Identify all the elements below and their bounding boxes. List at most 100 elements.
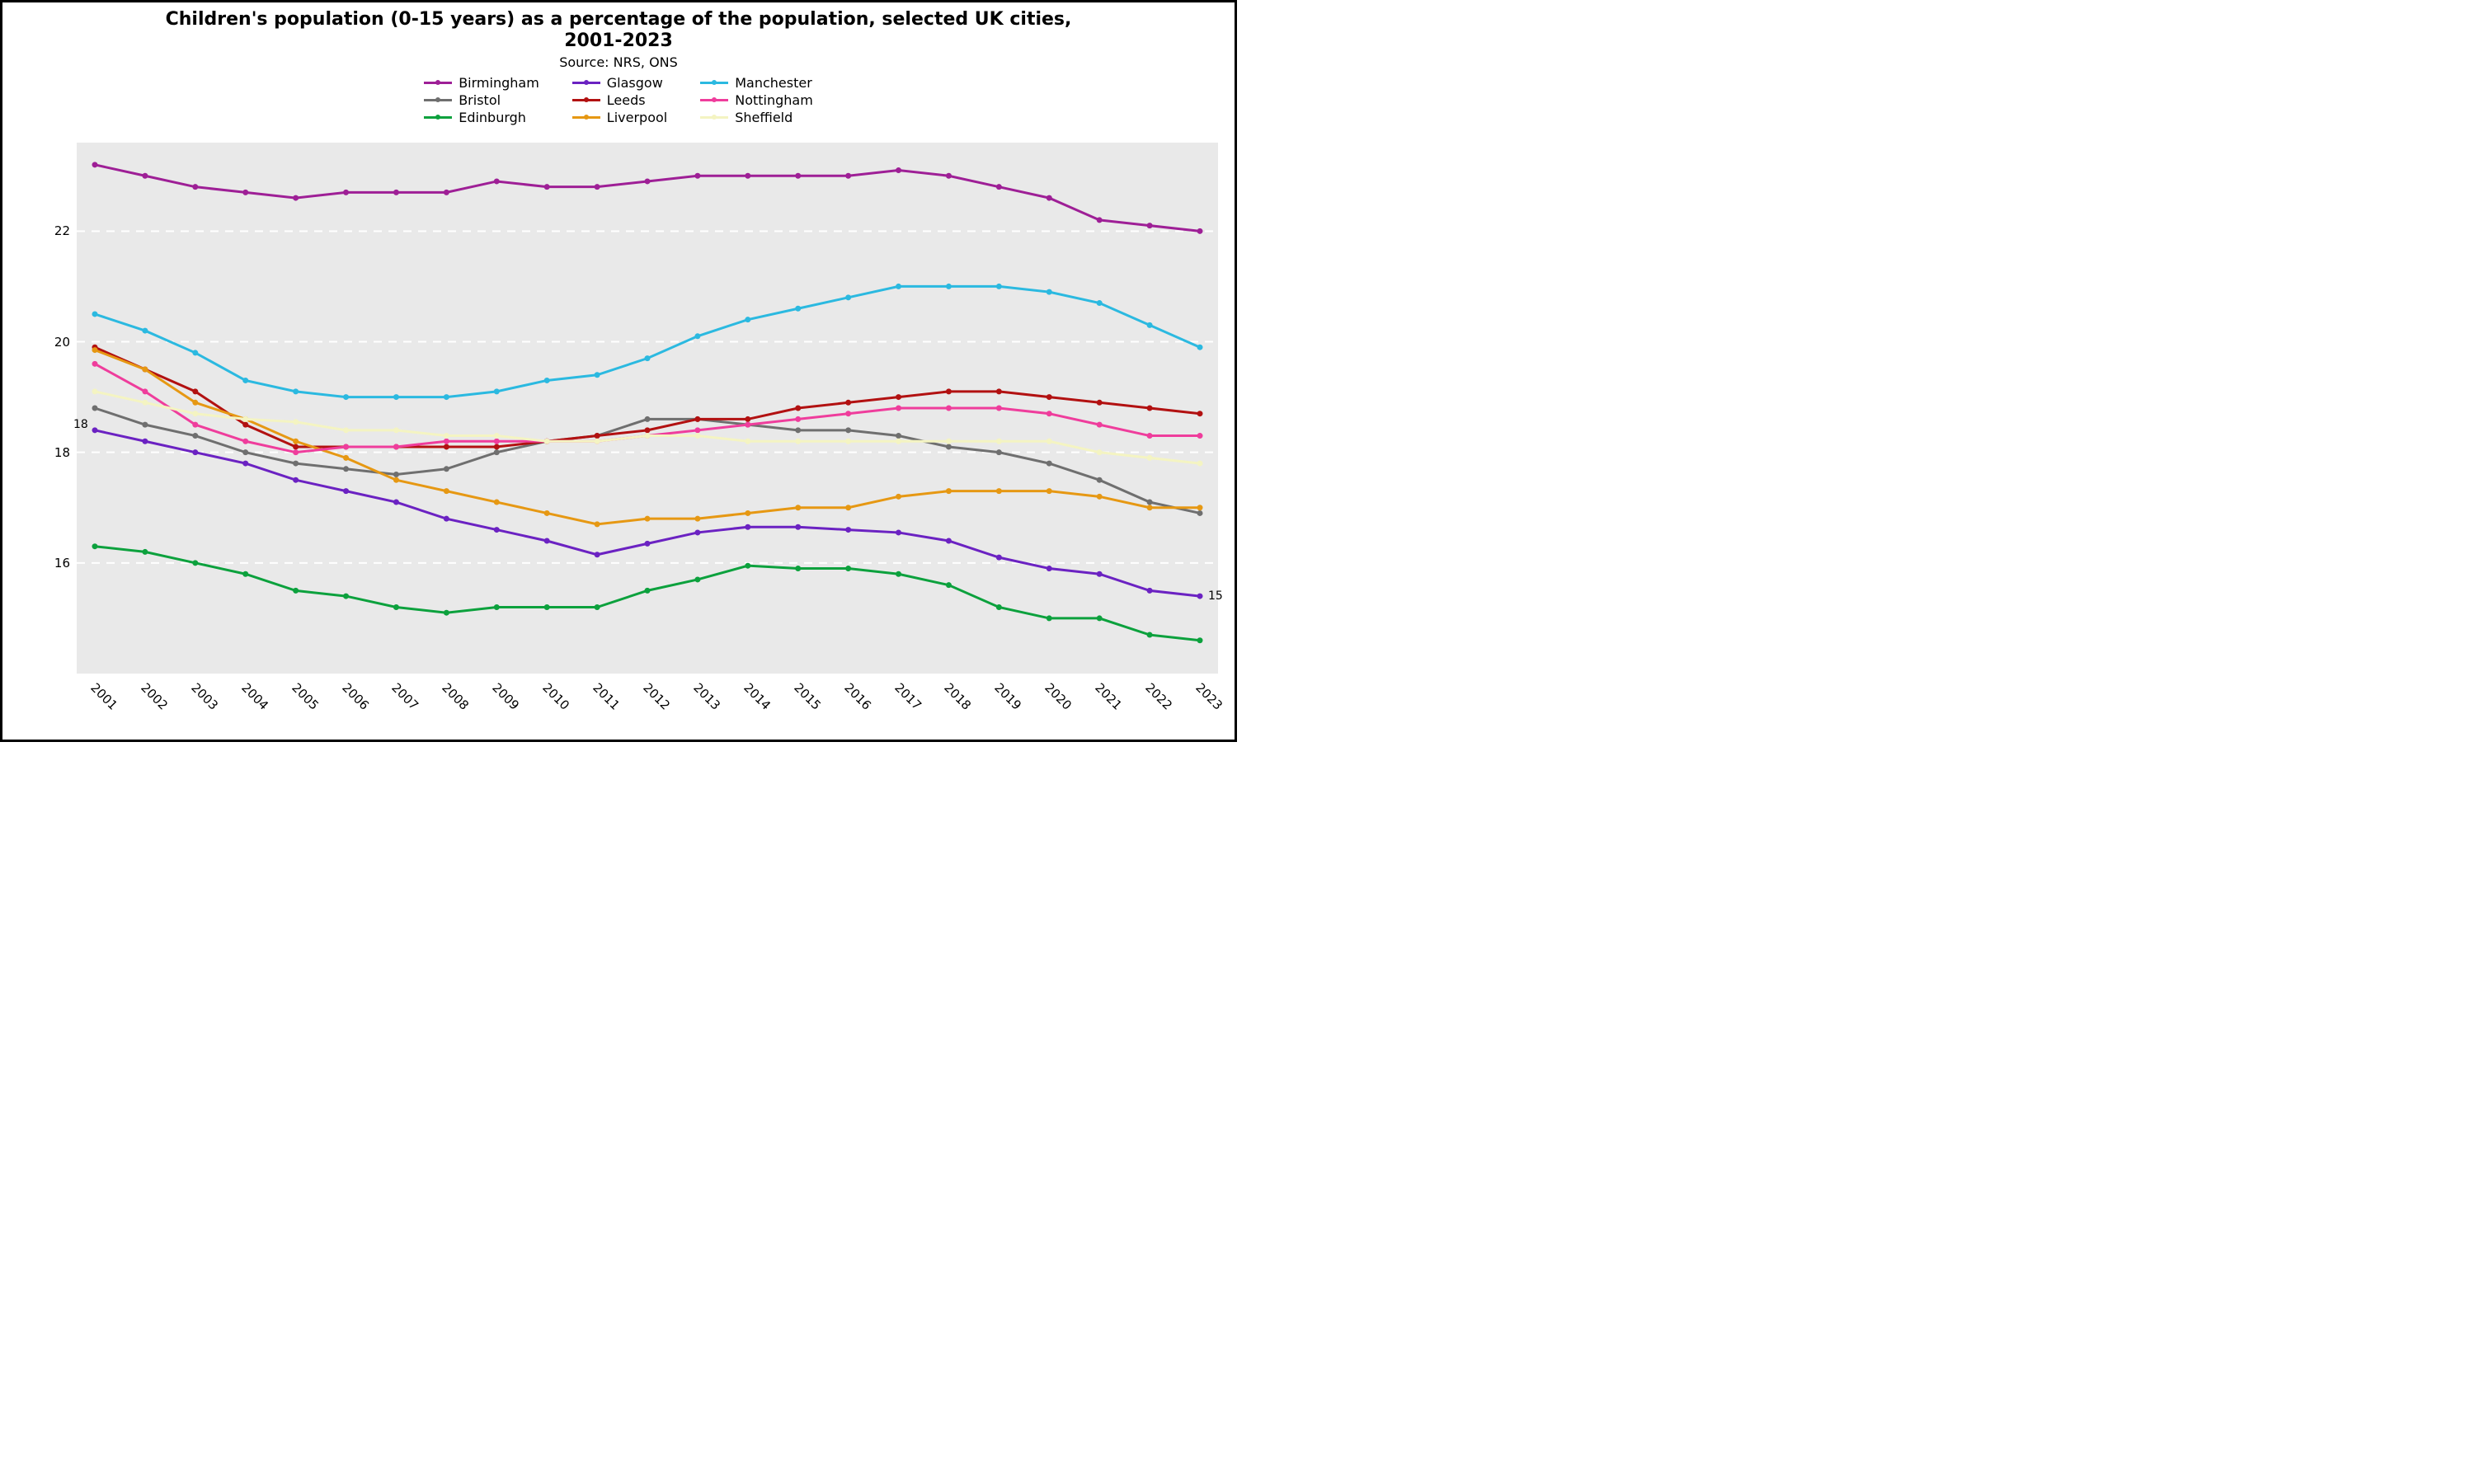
y-tick-label: 18 (54, 445, 77, 460)
legend-label: Nottingham (735, 92, 813, 108)
marker (795, 406, 801, 411)
legend-swatch (424, 116, 452, 119)
marker (92, 311, 98, 317)
marker (192, 388, 198, 394)
marker (92, 388, 98, 394)
marker (1047, 566, 1052, 571)
marker (1047, 195, 1052, 201)
marker (293, 461, 299, 467)
legend-swatch (424, 82, 452, 84)
marker (845, 427, 851, 433)
marker (645, 427, 651, 433)
marker (694, 416, 700, 422)
marker (745, 422, 750, 428)
marker (694, 516, 700, 522)
legend-label: Birmingham (459, 75, 539, 91)
marker (1147, 406, 1153, 411)
marker (946, 406, 952, 411)
marker (1047, 615, 1052, 621)
marker (293, 195, 299, 201)
marker (142, 439, 148, 444)
marker (896, 529, 901, 535)
marker (242, 439, 248, 444)
x-tick-label: 2017 (891, 680, 924, 713)
x-tick-label: 2021 (1092, 680, 1125, 713)
marker (595, 604, 600, 610)
marker (92, 361, 98, 367)
chart-title: Children's population (0-15 years) as a … (2, 9, 1235, 53)
marker (1097, 571, 1103, 577)
marker (1047, 289, 1052, 295)
legend-label: Leeds (607, 92, 646, 108)
marker (242, 422, 248, 428)
marker (494, 604, 500, 610)
marker (192, 560, 198, 566)
marker (795, 416, 801, 422)
marker (293, 419, 299, 425)
marker (1097, 217, 1103, 223)
marker (142, 549, 148, 555)
marker (242, 571, 248, 577)
x-tick-label: 2014 (741, 680, 774, 713)
x-tick-label: 2023 (1192, 680, 1225, 713)
marker (996, 284, 1002, 289)
marker (1147, 588, 1153, 594)
marker (444, 190, 449, 195)
marker (595, 521, 600, 527)
plot-svg (77, 143, 1218, 674)
marker (745, 510, 750, 516)
marker (946, 488, 952, 494)
marker (192, 411, 198, 416)
marker (544, 510, 550, 516)
marker (393, 190, 399, 195)
marker (1097, 494, 1103, 500)
marker (946, 388, 952, 394)
x-tick-label: 2008 (440, 680, 473, 713)
marker (694, 427, 700, 433)
marker (1197, 637, 1203, 643)
legend-swatch (572, 116, 600, 119)
marker (444, 488, 449, 494)
legend-swatch (424, 99, 452, 101)
marker (92, 427, 98, 433)
marker (896, 439, 901, 444)
marker (745, 524, 750, 530)
marker (745, 416, 750, 422)
marker (192, 449, 198, 455)
legend-item: Liverpool (572, 110, 667, 125)
x-tick-label: 2010 (539, 680, 572, 713)
marker (293, 388, 299, 394)
legend-item: Edinburgh (424, 110, 539, 125)
marker (1197, 228, 1203, 234)
marker (896, 406, 901, 411)
marker (242, 378, 248, 383)
marker (142, 422, 148, 428)
marker (845, 294, 851, 300)
marker (393, 444, 399, 449)
legend-swatch (572, 82, 600, 84)
series-line-birmingham (95, 165, 1200, 232)
marker (494, 444, 500, 449)
x-tick-label: 2005 (289, 680, 322, 713)
marker (192, 400, 198, 406)
legend-item: Birmingham (424, 75, 539, 91)
marker (745, 563, 750, 569)
legend-label: Glasgow (607, 75, 663, 91)
marker (242, 449, 248, 455)
legend-label: Bristol (459, 92, 501, 108)
marker (92, 162, 98, 167)
marker (192, 350, 198, 355)
marker (192, 422, 198, 428)
marker (1197, 505, 1203, 510)
legend-swatch (572, 99, 600, 101)
marker (343, 455, 349, 461)
x-tick-label: 2013 (690, 680, 723, 713)
marker (1197, 510, 1203, 516)
marker (444, 466, 449, 472)
marker (393, 500, 399, 505)
marker (645, 541, 651, 547)
marker (795, 505, 801, 510)
marker (845, 400, 851, 406)
marker (1097, 449, 1103, 455)
marker (996, 555, 1002, 561)
